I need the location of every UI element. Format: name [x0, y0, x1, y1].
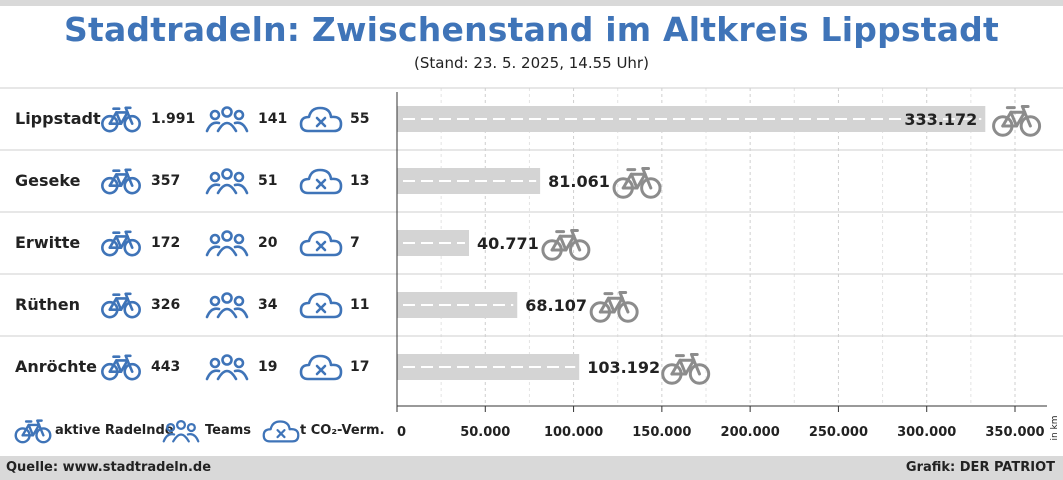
row-label: Anröchte — [15, 357, 98, 376]
bicycle-icon — [612, 166, 662, 199]
x-tick-label: 100.000 — [544, 425, 603, 440]
cloud-x-icon — [299, 228, 343, 262]
teams-count: 19 — [258, 359, 278, 375]
x-tick-label: 150.000 — [632, 425, 691, 440]
x-tick-label: 300.000 — [897, 425, 956, 440]
group-icon — [162, 418, 200, 448]
co2-count: 55 — [350, 111, 370, 127]
x-tick-label: 350.000 — [985, 425, 1044, 440]
bicycle-icon — [99, 105, 143, 137]
bicycle-icon — [99, 167, 143, 199]
source-credit: Quelle: www.stadtradeln.de — [6, 460, 212, 475]
riders-count: 443 — [151, 359, 181, 375]
footer-bar — [0, 456, 1063, 480]
legend-label: Teams — [205, 423, 252, 438]
riders-count: 326 — [151, 297, 181, 313]
row-label: Rüthen — [15, 295, 80, 314]
cloud-x-icon — [262, 418, 300, 448]
legend-label: t CO₂-Verm. — [300, 423, 385, 438]
co2-count: 11 — [350, 297, 370, 313]
teams-count: 141 — [258, 111, 288, 127]
cloud-x-icon — [299, 290, 343, 324]
value-label: 40.771 — [477, 234, 539, 253]
bicycle-icon — [661, 352, 711, 385]
x-tick-label: 250.000 — [809, 425, 868, 440]
x-axis-unit: in km — [1050, 415, 1060, 440]
co2-count: 13 — [350, 173, 370, 189]
legend-label: aktive Radelnde — [55, 423, 174, 438]
x-tick-label: 0 — [397, 425, 406, 440]
group-icon — [205, 229, 249, 261]
group-icon — [205, 353, 249, 385]
bicycle-icon — [589, 290, 639, 323]
value-label: 103.192 — [587, 358, 660, 377]
bicycle-icon — [992, 104, 1042, 137]
riders-count: 1.991 — [151, 111, 196, 127]
teams-count: 51 — [258, 173, 278, 189]
bicycle-icon — [99, 291, 143, 323]
bicycle-icon — [541, 228, 591, 261]
co2-count: 17 — [350, 359, 370, 375]
chart-subtitle: (Stand: 23. 5. 2025, 14.55 Uhr) — [414, 54, 649, 72]
x-tick-label: 50.000 — [460, 425, 510, 440]
chart-title: Stadtradeln: Zwischenstand im Altkreis L… — [64, 10, 999, 49]
value-label: 81.061 — [548, 172, 610, 191]
group-icon — [205, 167, 249, 199]
group-icon — [205, 291, 249, 323]
cloud-x-icon — [299, 166, 343, 200]
co2-count: 7 — [350, 235, 360, 251]
teams-count: 20 — [258, 235, 278, 251]
teams-count: 34 — [258, 297, 278, 313]
bicycle-icon — [99, 353, 143, 385]
value-label: 68.107 — [525, 296, 587, 315]
row-label: Erwitte — [15, 233, 81, 252]
graphic-credit: Grafik: DER PATRIOT — [905, 460, 1055, 475]
bicycle-icon — [99, 229, 143, 261]
cloud-x-icon — [299, 352, 343, 386]
riders-count: 357 — [151, 173, 181, 189]
bicycle-icon — [14, 418, 52, 448]
top-bar — [0, 0, 1063, 6]
row-label: Geseke — [15, 171, 81, 190]
riders-count: 172 — [151, 235, 181, 251]
row-label: Lippstadt — [15, 109, 101, 128]
cloud-x-icon — [299, 104, 343, 138]
value-label: 333.172 — [904, 110, 977, 129]
x-tick-label: 200.000 — [721, 425, 780, 440]
group-icon — [205, 105, 249, 137]
